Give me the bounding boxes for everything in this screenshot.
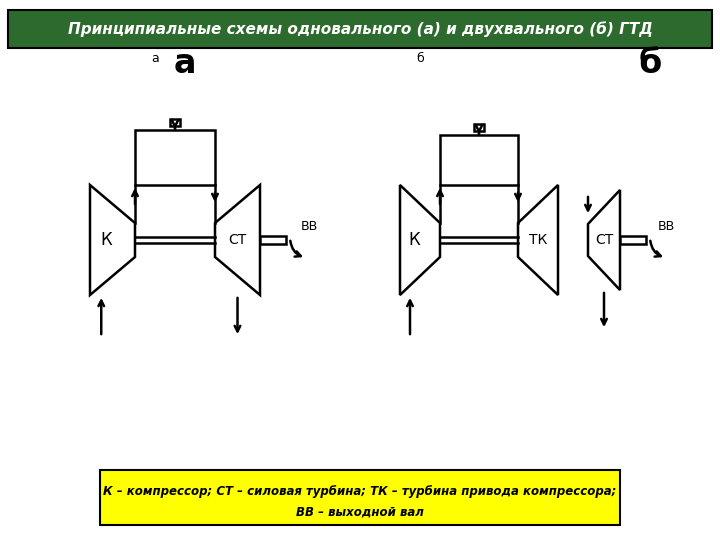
Bar bbox=[135, 130, 215, 185]
Bar bbox=[440, 135, 518, 185]
FancyBboxPatch shape bbox=[100, 470, 620, 525]
Text: К: К bbox=[100, 231, 112, 249]
Text: б: б bbox=[416, 52, 424, 65]
Text: а: а bbox=[174, 47, 197, 80]
Text: ВВ – выходной вал: ВВ – выходной вал bbox=[296, 505, 424, 518]
FancyBboxPatch shape bbox=[8, 10, 712, 48]
Bar bbox=[260, 236, 286, 244]
Text: а: а bbox=[151, 52, 159, 65]
Bar bbox=[170, 119, 180, 126]
Text: СТ: СТ bbox=[595, 233, 613, 247]
Text: ВВ: ВВ bbox=[301, 220, 318, 233]
Bar bbox=[474, 124, 484, 131]
Text: К – компрессор; СТ – силовая турбина; ТК – турбина привода компрессора;: К – компрессор; СТ – силовая турбина; ТК… bbox=[103, 485, 617, 498]
Text: ВВ: ВВ bbox=[658, 220, 675, 233]
Text: Принципиальные схемы одновального (а) и двухвального (б) ГТД: Принципиальные схемы одновального (а) и … bbox=[68, 21, 652, 37]
Text: СТ: СТ bbox=[228, 233, 247, 247]
Text: К: К bbox=[408, 231, 420, 249]
Text: ТК: ТК bbox=[529, 233, 547, 247]
Text: б: б bbox=[639, 47, 662, 80]
Bar bbox=[620, 236, 646, 244]
